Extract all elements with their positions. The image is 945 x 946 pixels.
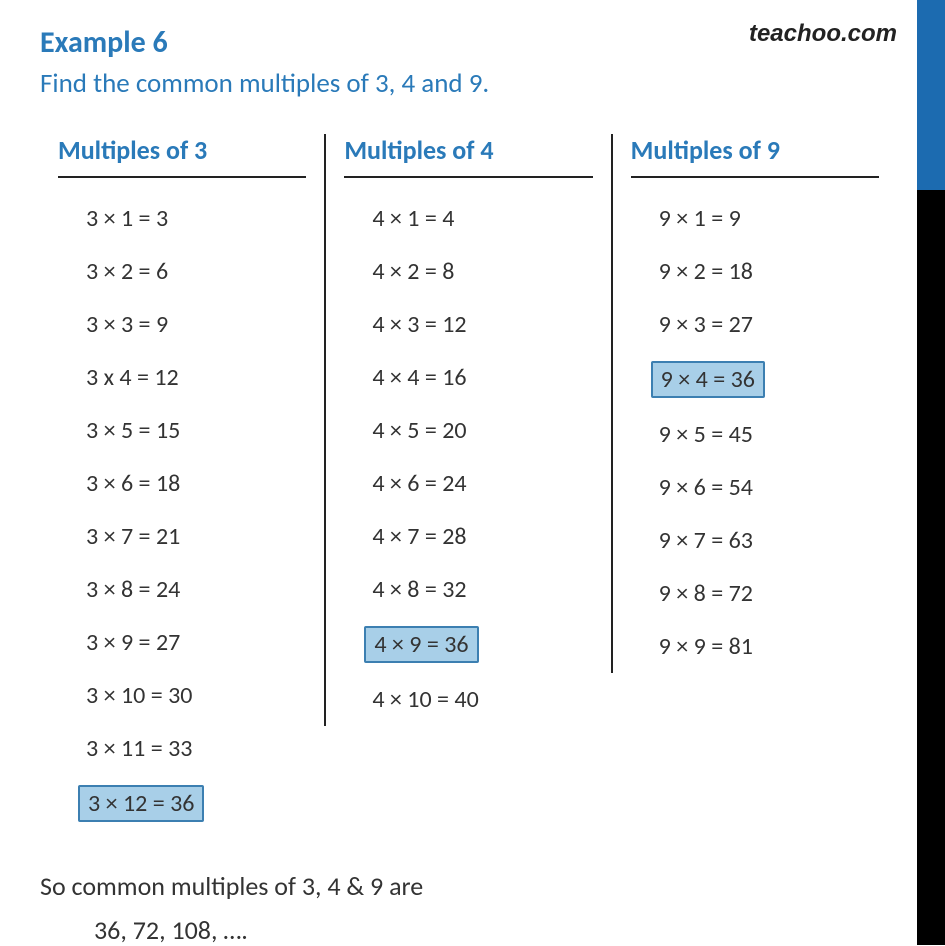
content-area: Example 6 Find the common multiples of 3… [0,0,945,946]
multiple-row: 4 × 2 = 8 [364,255,462,288]
multiples-column: Multiples of 4 4 × 1 = 4 4 × 2 = 8 4 × 3 = … [324,134,610,726]
multiple-row: 3 × 7 = 21 [78,520,188,553]
multiple-row: 3 × 3 = 9 [78,308,176,341]
multiple-row: 9 × 3 = 27 [651,308,761,341]
multiple-row: 9 × 2 = 18 [651,255,761,288]
multiple-row: 4 × 1 = 4 [364,202,462,235]
column-header: Multiples of 3 [58,134,306,178]
multiples-column: Multiples of 9 9 × 1 = 9 9 × 2 = 18 9 × 3 =… [611,134,897,673]
column-header: Multiples of 4 [344,134,592,178]
multiple-row: 4 × 7 = 28 [364,520,474,553]
multiple-row-highlighted: 4 × 9 = 36 [364,626,478,663]
conclusion-text: So common multiples of 3, 4 & 9 are [40,870,897,902]
brand-logo: teachoo.com [749,20,897,48]
multiple-row: 3 × 6 = 18 [78,467,188,500]
answer-text: 36, 72, 108, …. [94,914,897,946]
multiples-columns: Multiples of 3 3 × 1 = 3 3 × 2 = 6 3 × 3 = … [40,134,897,832]
multiple-row: 3 × 10 = 30 [78,679,200,712]
question-text: Find the common multiples of 3, 4 and 9. [40,67,897,100]
multiple-row: 3 × 9 = 27 [78,626,188,659]
column-header: Multiples of 9 [631,134,879,178]
multiple-row: 4 × 8 = 32 [364,573,474,606]
multiple-row: 9 × 9 = 81 [651,630,761,663]
multiple-row: 4 × 5 = 20 [364,414,474,447]
multiple-row: 4 × 10 = 40 [364,683,486,716]
multiple-row: 4 × 6 = 24 [364,467,474,500]
sidebar-black [917,190,945,945]
multiple-row: 3 x 4 = 12 [78,361,187,394]
multiple-row: 4 × 4 = 16 [364,361,474,394]
multiple-row: 9 × 7 = 63 [651,524,761,557]
multiple-row: 3 × 1 = 3 [78,202,176,235]
multiple-row: 3 × 11 = 33 [78,732,200,765]
multiple-row: 4 × 3 = 12 [364,308,474,341]
multiple-row: 3 × 2 = 6 [78,255,176,288]
multiple-row: 9 × 6 = 54 [651,471,761,504]
multiple-row-highlighted: 3 × 12 = 36 [78,785,204,822]
sidebar-blue [917,0,945,190]
multiple-row: 3 × 5 = 15 [78,414,188,447]
multiple-row: 3 × 8 = 24 [78,573,188,606]
multiples-column: Multiples of 3 3 × 1 = 3 3 × 2 = 6 3 × 3 = … [40,134,324,832]
multiple-row: 9 × 1 = 9 [651,202,749,235]
multiple-row: 9 × 8 = 72 [651,577,761,610]
multiple-row: 9 × 5 = 45 [651,418,761,451]
multiple-row-highlighted: 9 × 4 = 36 [651,361,765,398]
